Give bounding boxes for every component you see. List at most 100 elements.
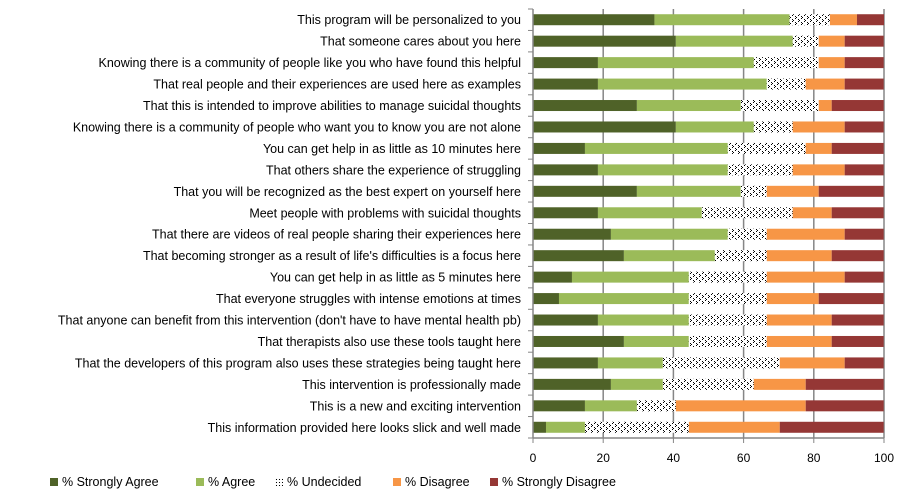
bar-segment-strongly-agree — [533, 378, 611, 390]
bar-segment-disagree — [688, 421, 780, 433]
bar-segment-strongly-agree — [533, 250, 624, 262]
bar-segment-undecided — [688, 314, 767, 326]
legend-label: % Agree — [208, 475, 256, 489]
category-label: That the developers of this program also… — [75, 356, 521, 370]
bar-segment-agree — [610, 378, 663, 390]
bar-segment-undecided — [727, 228, 767, 240]
bar-segment-disagree — [792, 164, 845, 176]
bar-segment-strongly-agree — [533, 207, 598, 219]
bar-segment-strongly-disagree — [844, 357, 884, 369]
bar-segment-undecided — [714, 250, 767, 262]
bar-segment-undecided — [740, 185, 767, 197]
bar-segment-disagree — [766, 250, 832, 262]
category-label: You can get help in as little as 10 minu… — [263, 142, 521, 156]
x-tick-label: 60 — [737, 451, 751, 465]
bar-segment-strongly-disagree — [831, 314, 884, 326]
bar-segment-disagree — [805, 78, 845, 90]
bar-segment-agree — [623, 335, 689, 347]
category-label: That anyone can benefit from this interv… — [58, 314, 521, 328]
bar-segment-strongly-agree — [533, 100, 637, 112]
legend-swatch — [275, 478, 283, 486]
bar-segment-disagree — [766, 314, 832, 326]
bar-segment-disagree — [818, 35, 845, 47]
bar-segment-strongly-agree — [533, 400, 585, 412]
bar-segment-agree — [675, 35, 793, 47]
bar-segment-strongly-agree — [533, 314, 598, 326]
x-tick-label: 80 — [807, 451, 821, 465]
legend-swatch — [490, 478, 498, 486]
bar-segment-disagree — [792, 207, 832, 219]
bar-segment-disagree — [753, 378, 806, 390]
bar-segment-disagree — [766, 271, 845, 283]
legend-swatch — [393, 478, 401, 486]
x-tick-label: 0 — [530, 451, 537, 465]
bar-segment-strongly-agree — [533, 57, 598, 69]
legend-label: % Strongly Disagree — [502, 475, 616, 489]
bar-segment-strongly-disagree — [818, 185, 884, 197]
bar-segment-undecided — [688, 271, 767, 283]
x-tick-labels: 0 20 40 60 80 100 — [530, 451, 895, 465]
category-label: That everyone struggles with intense emo… — [216, 292, 521, 306]
bar-segment-agree — [597, 57, 754, 69]
bar-segment-strongly-disagree — [844, 35, 884, 47]
category-label: That you will be recognized as the best … — [174, 185, 521, 199]
bar-segment-agree — [545, 421, 585, 433]
bar-segment-strongly-disagree — [844, 228, 884, 240]
bar-segment-strongly-disagree — [844, 164, 884, 176]
bar-segment-strongly-disagree — [844, 78, 884, 90]
legend-label: % Undecided — [287, 475, 362, 489]
bar-segment-disagree — [829, 14, 857, 26]
bar-segment-strongly-disagree — [844, 271, 884, 283]
bar-segment-undecided — [662, 357, 780, 369]
legend-label: % Strongly Agree — [62, 475, 159, 489]
bar-segment-strongly-disagree — [779, 421, 884, 433]
bar-segment-agree — [584, 400, 637, 412]
bar-segment-disagree — [766, 185, 819, 197]
bar-segment-disagree — [818, 100, 832, 112]
bar-segment-agree — [597, 314, 689, 326]
bar-segment-undecided — [740, 100, 819, 112]
x-tick-label: 40 — [667, 451, 681, 465]
legend-item: % Strongly Disagree — [490, 475, 616, 489]
category-label: That this is intended to improve abiliti… — [143, 99, 521, 113]
bar-segment-strongly-agree — [533, 185, 637, 197]
bar-segment-undecided — [753, 121, 793, 133]
bar-segment-undecided — [789, 14, 830, 26]
legend-item: % Disagree — [393, 475, 470, 489]
bar-segment-undecided — [727, 164, 793, 176]
bar-segment-strongly-agree — [533, 357, 598, 369]
axes — [528, 8, 885, 443]
bar-segment-undecided — [701, 207, 793, 219]
category-label: That therapists also use these tools tau… — [258, 335, 521, 349]
bar-segment-agree — [558, 293, 689, 305]
bar-segment-strongly-disagree — [831, 207, 884, 219]
bar-segment-strongly-agree — [533, 228, 611, 240]
category-label: This information provided here looks sli… — [208, 421, 521, 435]
category-label: That becoming stronger as a result of li… — [143, 249, 521, 263]
bar-segment-strongly-agree — [533, 14, 655, 26]
x-tick-label: 20 — [597, 451, 611, 465]
bar-segment-agree — [636, 100, 741, 112]
bar-segment-strongly-disagree — [831, 142, 884, 154]
legend-swatch — [50, 478, 58, 486]
category-label: This intervention is professionally made — [302, 378, 521, 392]
bar-segment-strongly-disagree — [844, 121, 884, 133]
bar-segment-disagree — [766, 335, 832, 347]
category-label: That someone cares about you here — [320, 35, 521, 49]
legend-item: % Undecided — [275, 475, 361, 489]
bar-segment-agree — [610, 228, 728, 240]
category-label: Meet people with problems with suicidal … — [249, 206, 521, 220]
category-label: That there are videos of real people sha… — [152, 228, 521, 242]
bar-segment-strongly-agree — [533, 293, 559, 305]
bar-segment-agree — [654, 14, 790, 26]
bar-segment-disagree — [766, 293, 819, 305]
bar-segment-strongly-agree — [533, 335, 624, 347]
bar-segment-strongly-disagree — [818, 293, 884, 305]
bar-segment-strongly-disagree — [831, 250, 884, 262]
category-label: You can get help in as little as 5 minut… — [270, 271, 521, 285]
bar-segment-agree — [597, 357, 663, 369]
bar-segment-undecided — [688, 293, 767, 305]
bar-segment-strongly-agree — [533, 78, 598, 90]
bar-segment-disagree — [805, 142, 832, 154]
bar-segment-agree — [584, 142, 728, 154]
